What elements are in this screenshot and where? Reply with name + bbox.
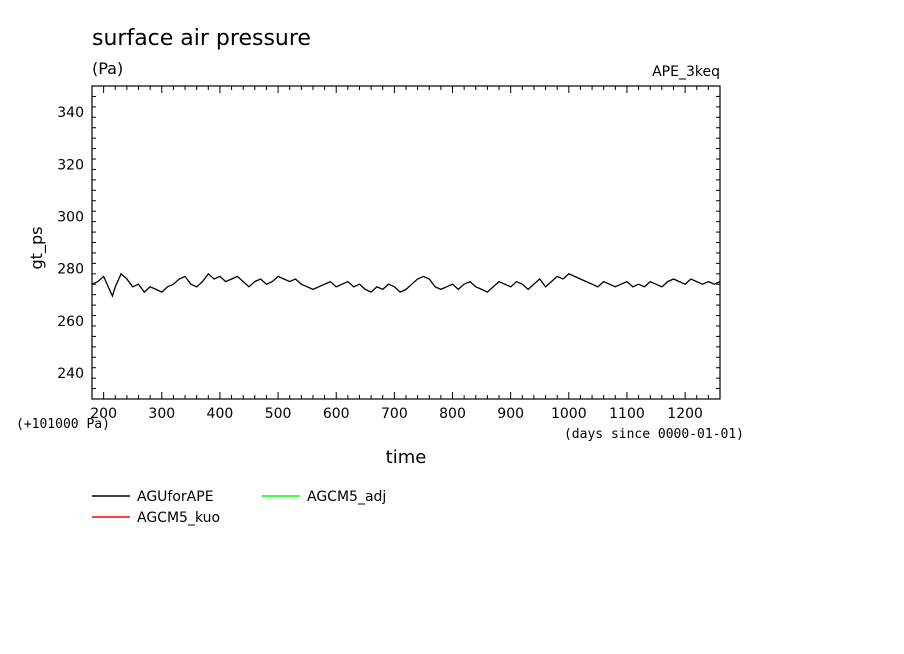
chart-units: (Pa) <box>92 59 123 78</box>
legend-label: AGUforAPE <box>137 489 214 505</box>
y-tick-label: 300 <box>57 209 84 225</box>
x-tick-label: 400 <box>207 406 234 422</box>
y-axis-ticks <box>92 85 720 400</box>
legend-label: AGCM5_adj <box>307 489 386 505</box>
legend-label: AGCM5_kuo <box>137 510 220 526</box>
plot-frame <box>91 85 721 400</box>
y-axis-tick-labels: 240 260 280 300 320 340 <box>57 105 84 382</box>
y-tick-label: 320 <box>57 157 84 173</box>
experiment-label: APE_3keq <box>652 64 720 80</box>
series-lines <box>91 272 721 298</box>
chart-title: surface air pressure <box>92 26 311 51</box>
x-units-label: (days since 0000-01-01) <box>564 427 744 442</box>
series-line-0 <box>91 272 721 298</box>
x-tick-label: 1000 <box>551 406 587 422</box>
x-tick-label: 300 <box>148 406 175 422</box>
legend: AGUforAPE AGCM5_kuo AGCM5_adj <box>92 489 386 526</box>
y-tick-label: 340 <box>57 105 84 121</box>
y-tick-label: 260 <box>57 314 84 330</box>
x-tick-label: 900 <box>497 406 524 422</box>
x-tick-label: 700 <box>381 406 408 422</box>
x-tick-label: 1200 <box>667 406 703 422</box>
y-axis-label: gt_ps <box>27 227 47 270</box>
x-tick-label: 200 <box>90 406 117 422</box>
x-axis-ticks <box>91 86 721 399</box>
x-tick-label: 500 <box>265 406 292 422</box>
x-axis-label: time <box>386 447 427 468</box>
x-tick-label: 800 <box>439 406 466 422</box>
x-tick-label: 1100 <box>609 406 645 422</box>
x-axis-tick-labels: 200 300 400 500 600 700 800 900 1000 1100 1200 <box>90 406 703 422</box>
y-tick-label: 240 <box>57 366 84 382</box>
x-tick-label: 600 <box>323 406 350 422</box>
y-offset-label: (+101000 Pa) <box>16 417 110 432</box>
y-tick-label: 280 <box>57 262 84 278</box>
